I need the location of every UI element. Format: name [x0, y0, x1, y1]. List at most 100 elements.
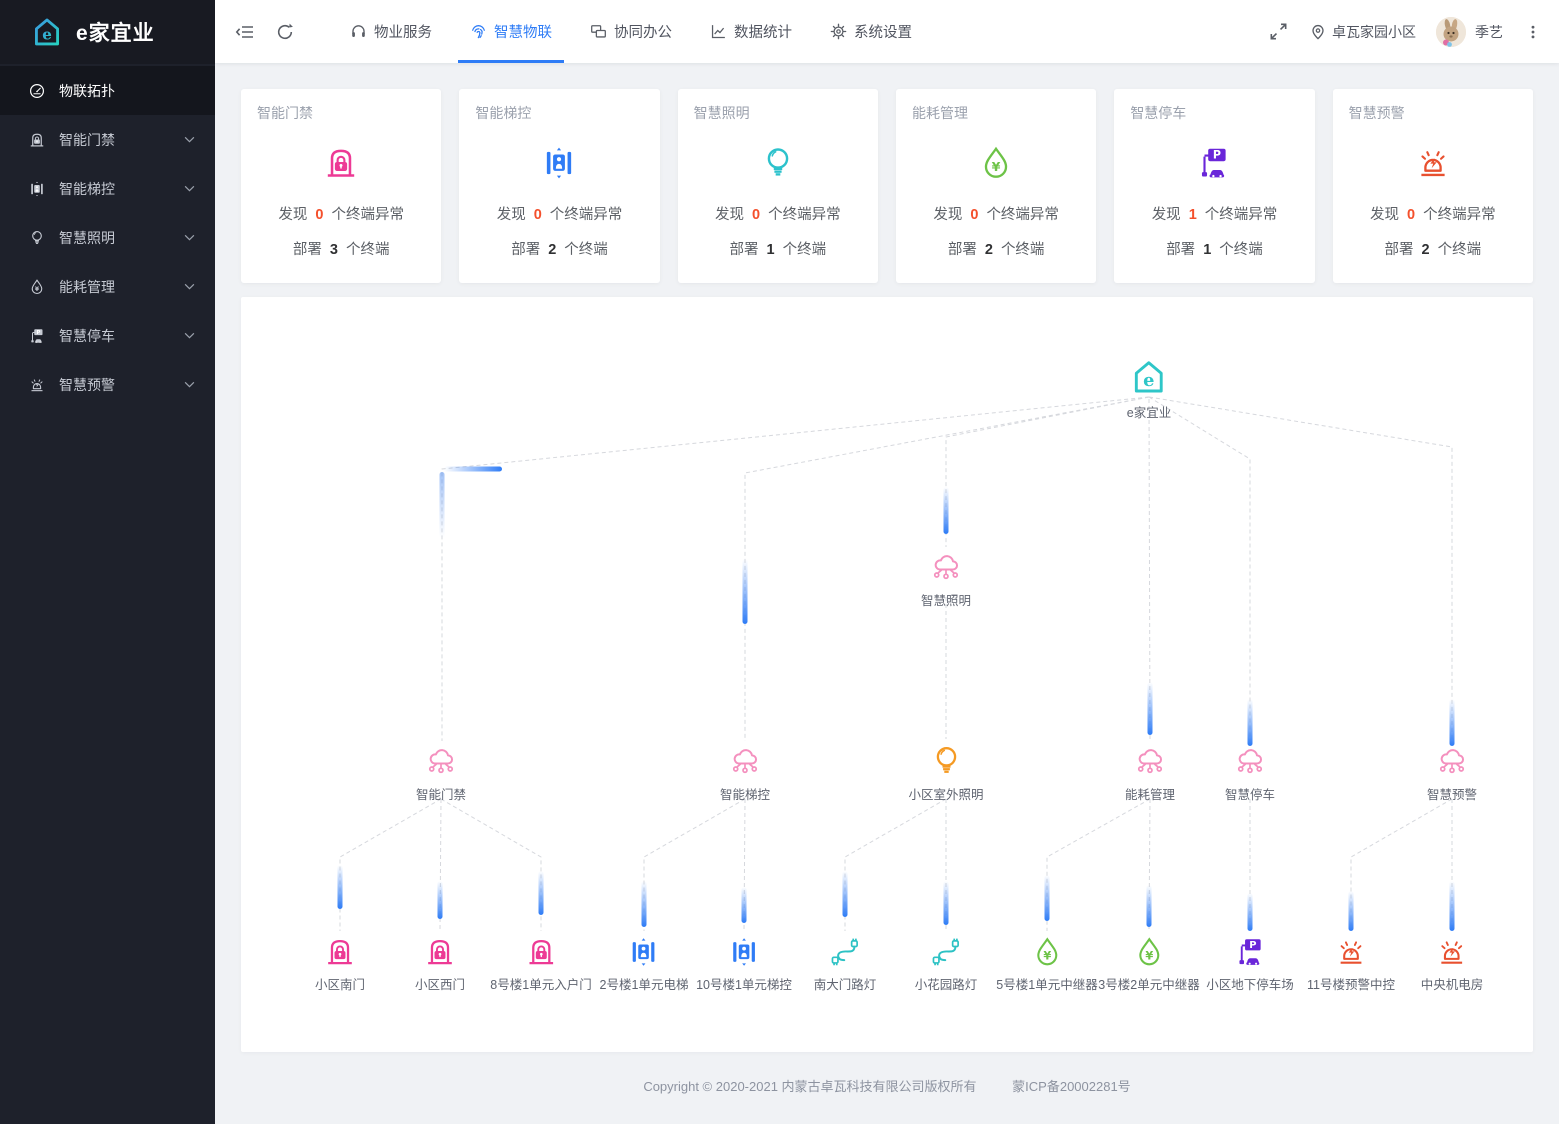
alarm-icon [1349, 137, 1517, 189]
topo-leaf-underground-parking[interactable]: 小区地下停车场 [1206, 935, 1294, 993]
tab-label: 物业服务 [374, 25, 432, 41]
door-lock-icon [323, 935, 357, 969]
topo-leaf-bldg8-entry[interactable]: 8号楼1单元入户门 [490, 935, 592, 993]
topo-node-label: 小区室外照明 [908, 788, 984, 802]
cloud-network-icon [1233, 745, 1267, 779]
card-deploy-line: 部署 2 个终端 [1384, 242, 1482, 258]
topo-node-label: 8号楼1单元入户门 [490, 978, 592, 992]
main-nav-tabs: 物业服务 智慧物联 协同办公 数据统计 [331, 0, 931, 63]
alarm-icon [1334, 935, 1368, 969]
topo-node-label: 智慧停车 [1224, 788, 1276, 802]
tab-system-settings[interactable]: 系统设置 [818, 0, 924, 63]
topo-leaf-bldg5-repeater[interactable]: 5号楼1单元中继器 [996, 935, 1098, 993]
sidebar-item-label: 智能梯控 [59, 180, 115, 197]
topo-node-door-access[interactable]: 智能门禁 [416, 745, 466, 803]
sidebar-item-alert[interactable]: 智慧预警 [0, 360, 215, 409]
topo-node-label: 5号楼1单元中继器 [996, 978, 1098, 992]
svg-text:e: e [42, 26, 52, 44]
sidebar-menu: 物联拓扑 智能门禁 智能梯控 智慧照明 能耗管理 智慧停车 [0, 64, 215, 409]
topo-leaf-south-gate-lamp[interactable]: 南大门路灯 [814, 935, 876, 993]
door-lock-icon [524, 935, 558, 969]
card-deploy-line: 部署 2 个终端 [947, 242, 1045, 258]
topo-leaf-garden-lamp[interactable]: 小花园路灯 [915, 935, 977, 993]
topo-leaf-west-gate[interactable]: 小区西门 [415, 935, 465, 993]
tab-smart-iot[interactable]: 智慧物联 [458, 0, 564, 63]
sidebar-item-energy[interactable]: 能耗管理 [0, 262, 215, 311]
bulb-icon [28, 229, 46, 247]
card-deploy-line: 部署 1 个终端 [1166, 242, 1263, 258]
parking-icon [1130, 137, 1298, 189]
parking-icon [28, 327, 46, 345]
card-found-line: 发现 0 个终端异常 [278, 207, 404, 223]
tab-property-service[interactable]: 物业服务 [338, 0, 444, 63]
sidebar-item-label: 智能门禁 [59, 131, 115, 148]
topo-node-energy-group[interactable]: 能耗管理 [1125, 745, 1175, 803]
sidebar-item-iot-topology[interactable]: 物联拓扑 [0, 66, 215, 115]
fullscreen-icon[interactable] [1269, 22, 1288, 41]
topo-node-label: 智慧预警 [1426, 788, 1478, 802]
avatar-image [1436, 16, 1466, 47]
icp-number: 蒙ICP备20002281号 [1012, 1079, 1131, 1094]
topo-node-label: 智慧照明 [920, 594, 972, 608]
elevator-icon [28, 180, 46, 198]
tab-data-statistics[interactable]: 数据统计 [698, 0, 804, 63]
card-elevator: 智能梯控 发现 0 个终端异常 部署 2 个终端 [459, 89, 660, 283]
chart-icon [711, 25, 725, 39]
cloud-network-icon [1133, 745, 1167, 779]
topo-node-label: 小区地下停车场 [1206, 978, 1294, 992]
topology-edges [337, 396, 1455, 932]
brand-logo[interactable]: e e家宜业 [0, 0, 215, 64]
topo-node-label: 智能门禁 [415, 788, 467, 802]
card-door-access: 智能门禁 发现 0 个终端异常 部署 3 个终端 [241, 89, 442, 283]
tab-label: 协同办公 [614, 25, 672, 41]
cloud-network-icon [929, 551, 963, 585]
topo-node-elevator-group[interactable]: 智能梯控 [720, 745, 770, 803]
chevron-down-icon [184, 185, 195, 192]
user-menu[interactable]: 季艺 [1436, 16, 1503, 47]
topo-node-parking-group[interactable]: 智慧停车 [1225, 745, 1275, 803]
card-parking: 智慧停车 发现 1 个终端异常 部署 1 个终端 [1114, 89, 1315, 283]
chevron-down-icon [184, 234, 195, 241]
sidebar-item-label: 物联拓扑 [59, 82, 115, 99]
house-icon [1129, 357, 1169, 397]
menu-fold-icon[interactable] [235, 22, 255, 42]
sidebar-item-parking[interactable]: 智慧停车 [0, 311, 215, 360]
refresh-icon[interactable] [275, 22, 295, 42]
card-title: 智慧照明 [693, 105, 750, 121]
topo-node-root[interactable]: e家宜业 [1127, 357, 1171, 421]
card-found-line: 发现 0 个终端异常 [496, 207, 623, 223]
chevron-down-icon [184, 136, 195, 143]
topo-leaf-south-gate[interactable]: 小区南门 [315, 935, 365, 993]
card-energy: 能耗管理 发现 0 个终端异常 部署 2 个终端 [895, 89, 1097, 283]
cloud-network-icon [1435, 745, 1469, 779]
community-selector[interactable]: 卓瓦家园小区 [1310, 22, 1416, 42]
energy-drop-icon [28, 278, 46, 296]
avatar [1436, 16, 1466, 47]
topo-leaf-bldg10-elevator[interactable]: 10号楼1单元梯控 [696, 935, 792, 993]
door-lock-icon [423, 935, 457, 969]
sidebar-item-lighting[interactable]: 智慧照明 [0, 213, 215, 262]
energy-drop-icon [1132, 935, 1166, 969]
topo-node-outdoor-lighting[interactable]: 小区室外照明 [908, 743, 984, 803]
card-title: 智慧停车 [1130, 105, 1187, 121]
elevator-icon [475, 137, 643, 189]
card-title: 能耗管理 [911, 105, 968, 121]
topo-node-lighting-group[interactable]: 智慧照明 [921, 551, 971, 609]
topo-leaf-bldg3-repeater[interactable]: 3号楼2单元中继器 [1098, 935, 1200, 993]
topbar: 物业服务 智慧物联 协同办公 数据统计 [215, 0, 1559, 63]
user-name: 季艺 [1475, 23, 1503, 40]
topo-leaf-bldg11-alert[interactable]: 11号楼预警中控 [1307, 935, 1395, 993]
card-title: 智能门禁 [257, 105, 313, 121]
topo-node-label: e家宜业 [1126, 406, 1172, 420]
topo-leaf-central-plant[interactable]: 中央机电房 [1421, 935, 1483, 993]
topo-node-alert-group[interactable]: 智慧预警 [1427, 745, 1477, 803]
tab-collaboration[interactable]: 协同办公 [578, 0, 684, 63]
sidebar-item-elevator[interactable]: 智能梯控 [0, 164, 215, 213]
more-menu-icon[interactable] [1525, 23, 1541, 41]
topo-node-label: 小区南门 [314, 978, 366, 992]
card-deploy-line: 部署 3 个终端 [292, 242, 390, 258]
topo-node-label: 3号楼2单元中继器 [1098, 978, 1200, 992]
sidebar-item-door-access[interactable]: 智能门禁 [0, 115, 215, 164]
topology-canvas[interactable]: e家宜业 智能门禁 智能梯控 智慧照明 小区室外照明 能耗管理 智慧停车 [241, 297, 1533, 1052]
topo-leaf-bldg2-elevator[interactable]: 2号楼1单元电梯 [600, 935, 688, 993]
